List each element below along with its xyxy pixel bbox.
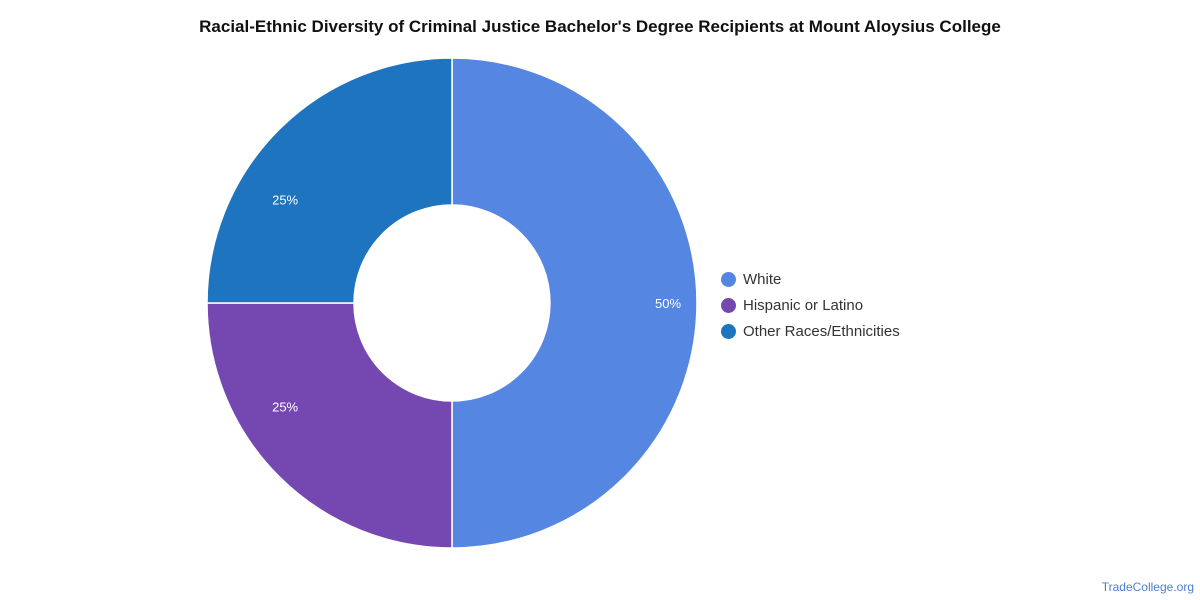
site-credit[interactable]: TradeCollege.org [1101, 580, 1194, 594]
legend-label: White [743, 270, 782, 288]
legend-swatch [721, 271, 736, 287]
legend-label: Other Races/Ethnicities [743, 322, 900, 340]
slice-group [206, 57, 698, 549]
slice-other-races-ethnicities[interactable] [206, 57, 453, 304]
legend-swatch [721, 297, 736, 313]
slice-value-label: 25% [272, 399, 298, 414]
slice-hispanic-or-latino[interactable] [206, 302, 453, 549]
slice-white[interactable] [451, 57, 698, 549]
legend-item[interactable]: Other Races/Ethnicities [721, 318, 900, 344]
legend-swatch [721, 323, 736, 339]
legend-item[interactable]: Hispanic or Latino [721, 292, 900, 318]
legend-item[interactable]: White [721, 266, 900, 292]
slice-value-label: 50% [655, 296, 681, 311]
chart-legend: White Hispanic or Latino Other Races/Ethni… [721, 266, 900, 344]
slice-value-label: 25% [272, 193, 298, 208]
legend-label: Hispanic or Latino [743, 296, 864, 314]
chart-title: Racial-Ethnic Diversity of Criminal Just… [199, 17, 1001, 36]
label-group: 50% 25% 25% [272, 193, 681, 415]
